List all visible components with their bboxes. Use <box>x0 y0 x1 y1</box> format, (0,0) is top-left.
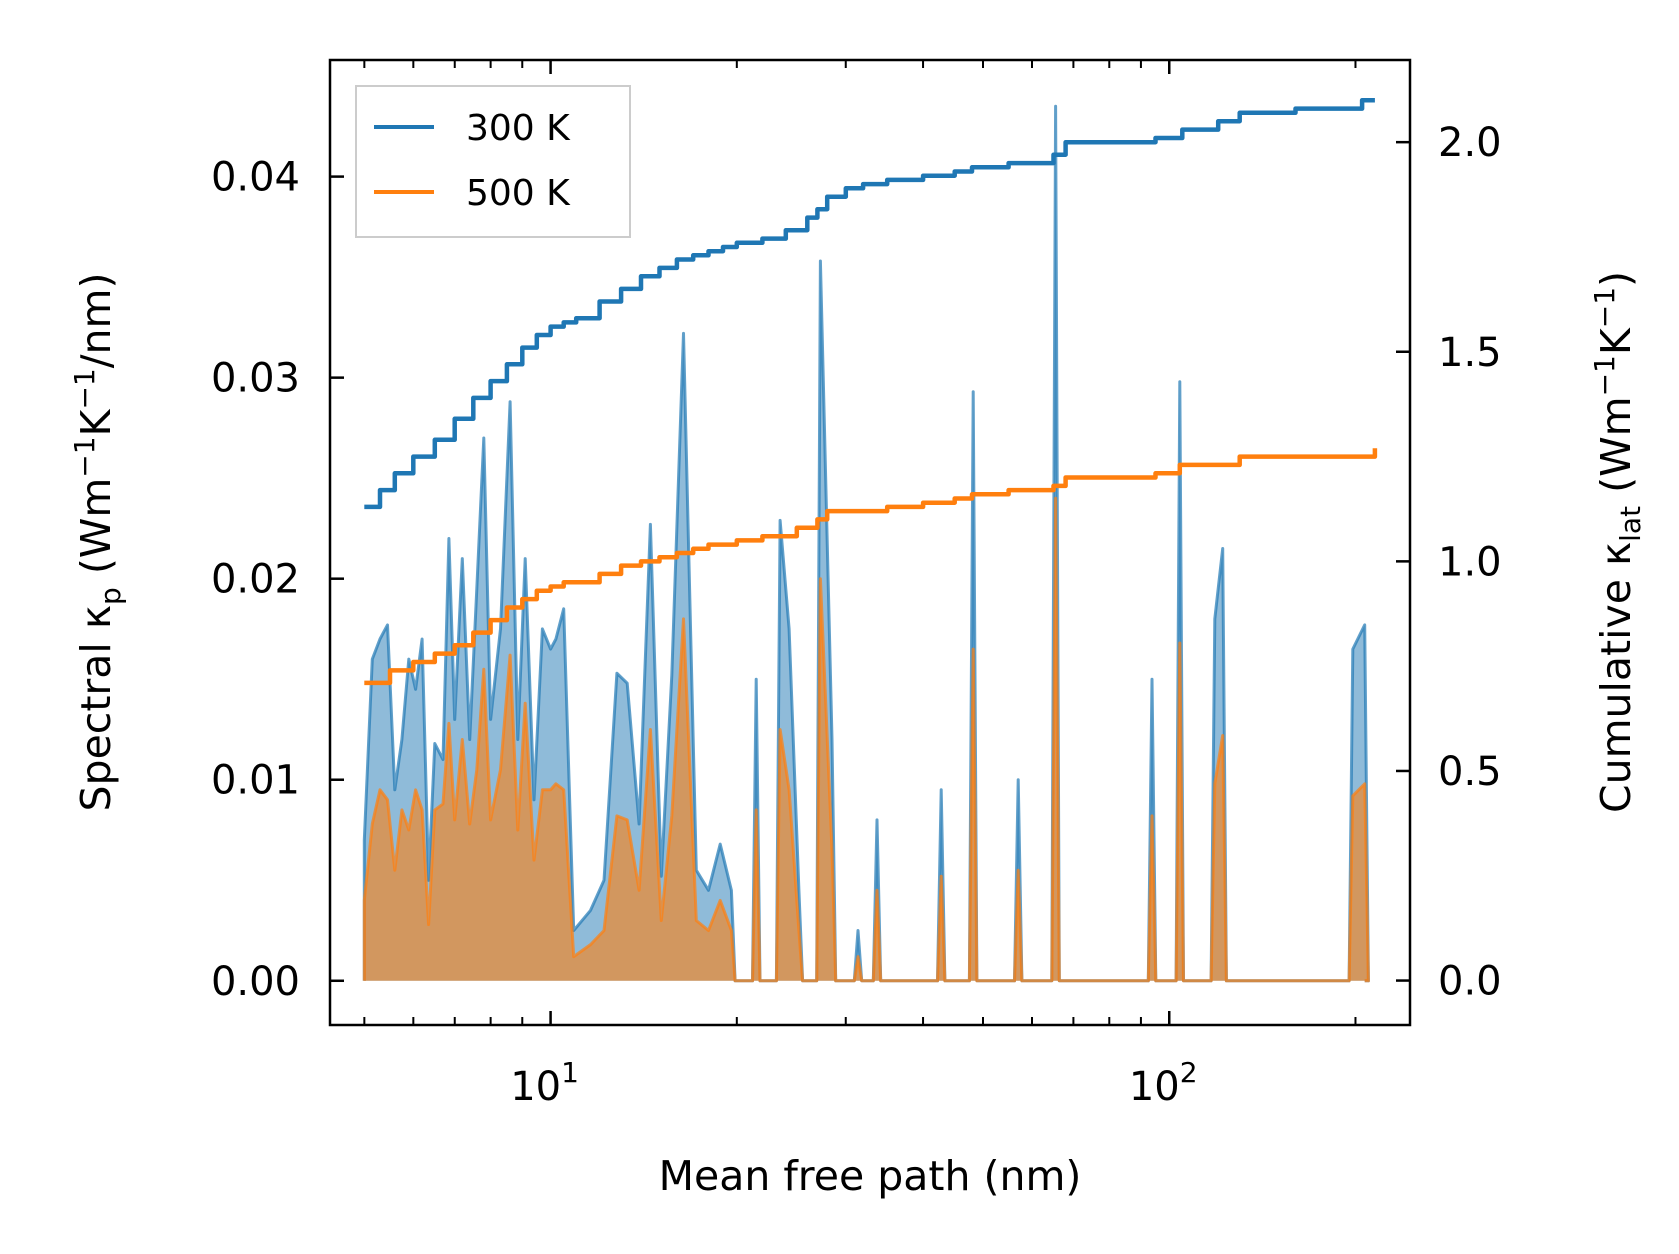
y-right-tick-label-3: 1.5 <box>1438 330 1502 376</box>
legend-frame <box>355 85 631 238</box>
cumulative-layer <box>364 97 1378 686</box>
y-left-tick-label-1: 0.01 <box>211 758 300 804</box>
y-right-tick-label-1: 0.5 <box>1438 749 1502 795</box>
legend-label-500k: 500 K <box>466 173 571 214</box>
spectral-fill-1 <box>364 498 1369 981</box>
plot-frame <box>328 58 1412 1027</box>
ticks-layer <box>330 60 1410 1025</box>
cumulative-line-0 <box>364 97 1375 510</box>
spectral-fill-0 <box>364 106 1369 981</box>
y-axis-label-right: Cumulative κlat (Wm−1K−1) <box>1588 271 1647 813</box>
x-tick-label-1: 102 <box>1129 1056 1198 1110</box>
legend-label-300k: 300 K <box>466 108 571 149</box>
x-axis-label: Mean free path (nm) <box>659 1152 1082 1200</box>
spectral-line-1 <box>362 496 1370 983</box>
cumulative-line-1 <box>364 448 1378 686</box>
y-left-tick-label-4: 0.04 <box>211 155 300 201</box>
y-right-tick-label-0: 0.0 <box>1438 959 1502 1005</box>
y-right-tick-label-2: 1.0 <box>1438 539 1502 585</box>
x-tick-label-0: 101 <box>510 1056 579 1110</box>
y-axis-label-left: Spectral κp (Wm−1K−1/nm) <box>68 273 127 812</box>
tick-labels-layer: 101 102 0.00 0.01 0.02 0.03 0.04 0.0 0.5 1.0 1.5 2.… <box>211 120 1502 1110</box>
y-right-tick-label-4: 2.0 <box>1438 120 1502 166</box>
legend: 300 K 500 K <box>355 85 631 238</box>
spectral-layer <box>362 104 1370 983</box>
y-left-tick-label-3: 0.03 <box>211 356 300 402</box>
y-left-tick-label-2: 0.02 <box>211 557 300 603</box>
y-left-tick-label-0: 0.00 <box>211 959 300 1005</box>
